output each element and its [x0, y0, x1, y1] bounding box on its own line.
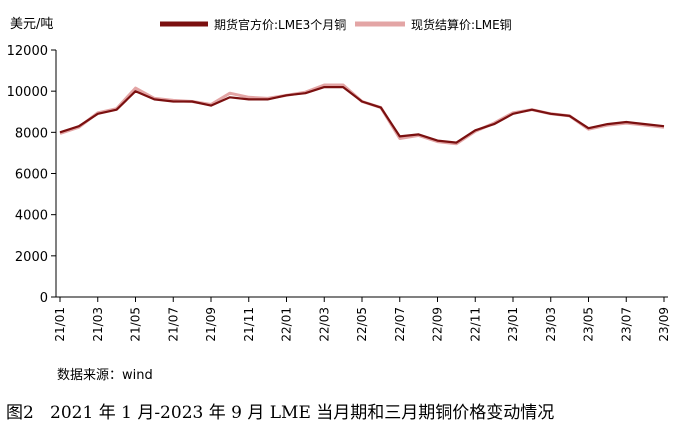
- x-tick-label: 22/05: [355, 307, 369, 342]
- series-layer: [59, 83, 665, 146]
- x-tick-label: 21/01: [53, 307, 67, 342]
- figure-caption: 图2 2021 年 1 月-2023 年 9 月 LME 当月期和三月期铜价格变…: [6, 403, 555, 423]
- x-tick-label: 21/05: [129, 307, 143, 342]
- x-axis: 21/01 21/03 21/05 21/07 21/09 21/11 22/01 22/03…: [53, 297, 671, 342]
- x-tick-label: 23/03: [544, 307, 558, 342]
- x-tick-label: 23/09: [657, 307, 671, 342]
- x-tick-label: 23/05: [582, 307, 596, 342]
- y-tick-label: 2000: [15, 250, 48, 265]
- y-tick-label: 6000: [15, 168, 48, 183]
- x-tick-label: 22/07: [393, 307, 407, 342]
- y-axis: 0 2000 4000 6000 8000 10000 12000: [7, 44, 56, 306]
- series-line-spot: [59, 83, 665, 146]
- x-tick-label: 23/07: [619, 307, 633, 342]
- legend-label-futures: 期货官方价:LME3个月铜: [214, 17, 346, 32]
- x-tick-label: 22/09: [431, 307, 445, 342]
- copper-price-chart: 美元/吨 期货官方价:LME3个月铜 现货结算价:LME铜 0 2000 4000 6…: [7, 17, 671, 342]
- y-tick-label: 8000: [15, 126, 48, 141]
- data-source-note: 数据来源：wind: [57, 368, 153, 383]
- x-tick-label: 21/03: [91, 307, 105, 342]
- x-tick-label: 21/11: [242, 307, 256, 342]
- legend-label-spot: 现货结算价:LME铜: [411, 17, 512, 32]
- x-tick-label: 22/01: [280, 307, 294, 342]
- x-tick-label: 22/03: [317, 307, 331, 342]
- y-tick-label: 10000: [7, 85, 48, 100]
- legend: 期货官方价:LME3个月铜 现货结算价:LME铜: [160, 17, 512, 32]
- x-tick-label: 22/11: [468, 307, 482, 342]
- series-line-futures: [59, 85, 665, 144]
- y-tick-label: 4000: [15, 209, 48, 224]
- y-axis-label: 美元/吨: [10, 17, 53, 32]
- x-tick-label: 21/07: [166, 307, 180, 342]
- x-tick-label: 21/09: [204, 307, 218, 342]
- y-tick-label: 12000: [7, 44, 48, 59]
- y-tick-label: 0: [40, 291, 48, 306]
- x-tick-label: 23/01: [506, 307, 520, 342]
